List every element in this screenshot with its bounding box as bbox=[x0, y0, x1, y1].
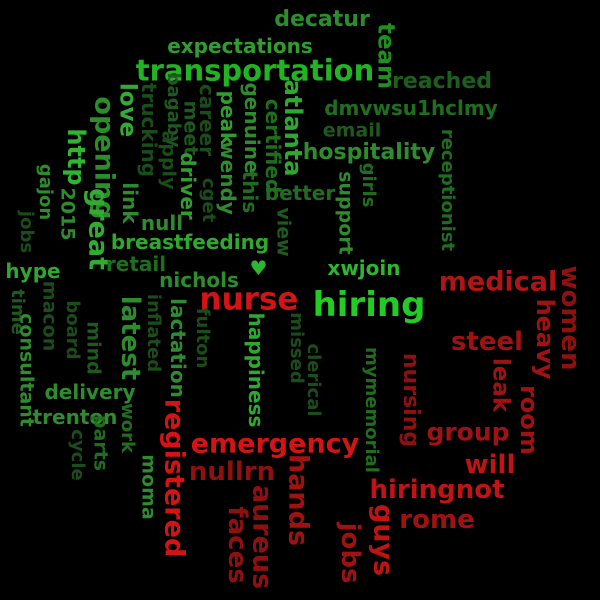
word-latest: latest bbox=[115, 295, 145, 381]
word-faces: faces bbox=[222, 506, 252, 584]
word-moma: moma bbox=[137, 454, 160, 520]
word-peak: peak bbox=[216, 90, 240, 146]
word-parts: parts bbox=[89, 414, 112, 472]
word-clerical: clerical bbox=[303, 343, 324, 417]
word-happiness: happiness bbox=[244, 312, 268, 428]
word-girls: girls bbox=[358, 162, 379, 208]
word-will: will bbox=[464, 450, 516, 480]
word-fulton: fulton bbox=[192, 307, 213, 369]
word-view: view bbox=[272, 207, 295, 257]
word-cget: cget bbox=[198, 177, 219, 223]
word-nullrn: nullrn bbox=[188, 457, 276, 487]
word-certified: certified bbox=[261, 98, 285, 194]
word-delivery: delivery bbox=[44, 380, 136, 404]
word-trenton: trenton bbox=[32, 405, 118, 429]
word-transportation: transportation bbox=[135, 53, 375, 88]
word-null: null bbox=[140, 211, 184, 235]
word-emergency: emergency bbox=[190, 428, 360, 460]
word-support: support bbox=[334, 171, 357, 255]
word-hiring: hiring bbox=[312, 285, 426, 325]
word-dmvwsu1hclmy: dmvwsu1hclmy bbox=[324, 96, 498, 120]
word-heart-xwjoin: ♥ xwjoin bbox=[249, 256, 401, 280]
word-hype: hype bbox=[5, 259, 61, 283]
word-registered: registered bbox=[158, 398, 190, 558]
word-nichols: nichols bbox=[159, 268, 239, 292]
word-trucking: trucking bbox=[137, 82, 161, 178]
word-aureus: aureus bbox=[246, 484, 278, 590]
word-inflated: inflated bbox=[143, 293, 164, 373]
word-nursing: nursing bbox=[398, 352, 423, 448]
word-women: women bbox=[555, 265, 585, 371]
word-work: work bbox=[117, 403, 138, 453]
word-medical: medical bbox=[438, 266, 558, 298]
word-breastfeeding: breastfeeding bbox=[110, 230, 270, 254]
word-cycle: cycle bbox=[67, 429, 88, 481]
word-2015: 2015 bbox=[56, 187, 79, 241]
word-heavy: heavy bbox=[531, 298, 559, 380]
word-expectations: expectations bbox=[167, 34, 313, 58]
word-http: http bbox=[62, 128, 90, 186]
word-receptionist: receptionist bbox=[437, 128, 458, 252]
word-better: better bbox=[264, 181, 336, 205]
word-rome: rome bbox=[399, 505, 475, 535]
word-steel: steel bbox=[450, 327, 524, 357]
word-gajon: gajon bbox=[35, 163, 56, 221]
word-this: this bbox=[238, 170, 262, 214]
word-mind: mind bbox=[82, 321, 105, 375]
word-hiringnot: hiringnot bbox=[369, 475, 505, 505]
word-driver: driver bbox=[176, 152, 200, 220]
word-apply: apply bbox=[157, 130, 180, 190]
word-genuine: genuine bbox=[240, 82, 264, 174]
word-jobs-small: jobs bbox=[16, 210, 37, 254]
word-leak: leak bbox=[487, 357, 514, 413]
word-jobs: jobs bbox=[335, 522, 365, 584]
word-macon: macon bbox=[38, 280, 61, 352]
word-meet: meet bbox=[179, 100, 202, 156]
word-hospitality: hospitality bbox=[302, 140, 436, 165]
word-mymemorial: mymemorial bbox=[361, 347, 382, 473]
word-wendy: wendy bbox=[216, 141, 240, 215]
word-retail: retail bbox=[105, 252, 167, 276]
word-lactation: lactation bbox=[166, 298, 190, 398]
word-decatur: decatur bbox=[274, 7, 370, 32]
word-nurse: nurse bbox=[199, 281, 299, 318]
word-email: email bbox=[322, 119, 382, 142]
word-group: group bbox=[426, 417, 510, 447]
word-guys: guys bbox=[367, 503, 399, 577]
word-link: link bbox=[118, 182, 142, 224]
word-board: board bbox=[62, 300, 83, 360]
word-room: room bbox=[515, 385, 543, 455]
word-reached: reached bbox=[392, 69, 492, 94]
word-hands: hands bbox=[282, 453, 314, 547]
